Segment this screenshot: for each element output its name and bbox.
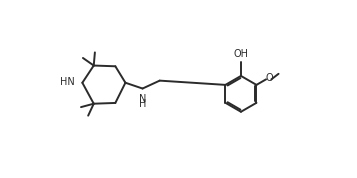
Text: N: N <box>139 94 146 104</box>
Text: OH: OH <box>233 49 248 59</box>
Text: O: O <box>265 73 273 83</box>
Text: H: H <box>139 99 146 109</box>
Text: HN: HN <box>60 77 75 87</box>
